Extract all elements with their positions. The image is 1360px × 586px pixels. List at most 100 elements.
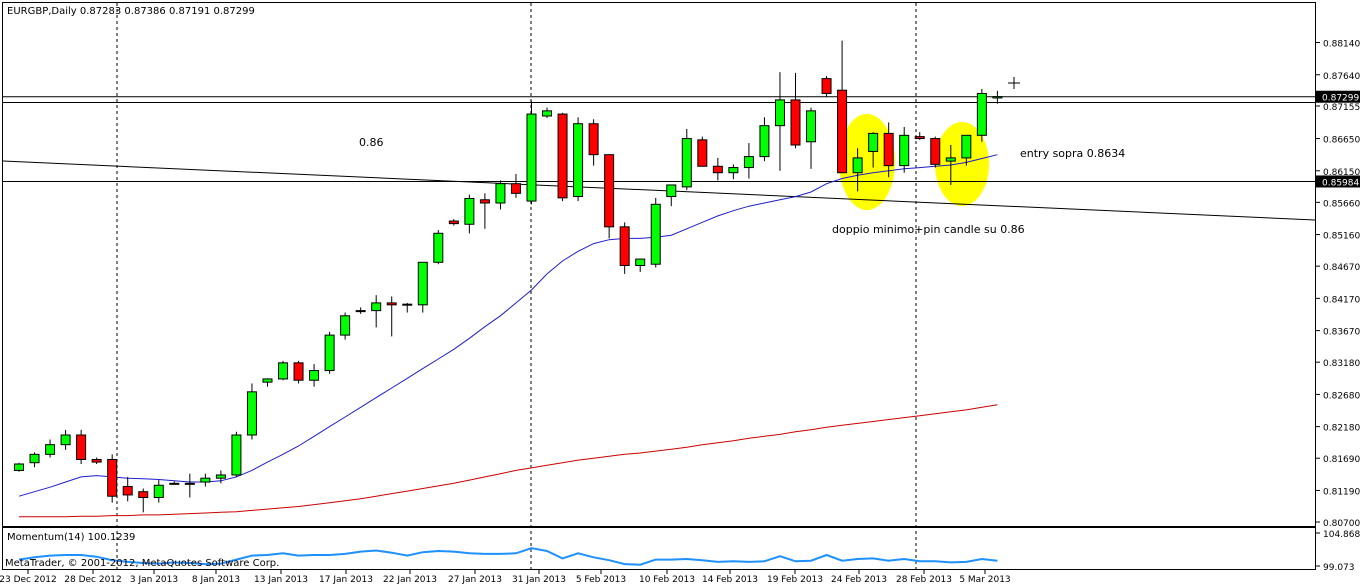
y-tick-label: 0.86150	[1323, 168, 1360, 178]
candle-body	[992, 96, 1003, 99]
y-tick-label: 0.87640	[1323, 72, 1360, 82]
y-tick-label: 0.84170	[1323, 295, 1360, 305]
candle-body	[821, 78, 832, 94]
momentum-tick-label: 104.868	[1323, 530, 1360, 540]
price-axis[interactable]: 0.88140 0.87640 0.87155 0.86650 0.86150 0.856…	[1316, 40, 1360, 529]
y-tick-label: 0.83670	[1323, 328, 1360, 338]
candle-body	[107, 458, 118, 497]
candle-body	[852, 157, 863, 174]
candle-body	[573, 123, 584, 198]
x-tick-label: 28 Feb 2013	[896, 575, 952, 585]
y-tick-label: 0.84670	[1323, 263, 1360, 273]
candle-body	[914, 136, 925, 140]
y-tick-label: 0.81690	[1323, 455, 1360, 465]
momentum-panel-frame	[2, 527, 1316, 570]
candle-body	[184, 482, 195, 485]
x-tick-label: 28 Dec 2012	[64, 575, 122, 585]
trendline[interactable]	[2, 160, 1316, 221]
x-tick-label: 13 Jan 2013	[254, 575, 308, 585]
candle-body	[386, 302, 397, 306]
entry-annotation: entry sopra 0.8634	[1020, 147, 1125, 160]
candle-body	[899, 134, 910, 167]
candle-body	[231, 434, 242, 476]
candle-body	[200, 477, 211, 483]
x-tick-label: 19 Feb 2013	[767, 575, 823, 585]
candle-body	[448, 220, 459, 225]
price-label: 0.85984	[1322, 178, 1359, 188]
price-label-box	[1316, 175, 1360, 188]
date-axis[interactable]: 23 Dec 2012 28 Dec 2012 3 Jan 2013 8 Jan 20…	[0, 570, 1011, 585]
candle-body	[324, 334, 335, 372]
candle-body	[76, 434, 87, 460]
highlight-ellipse-1	[839, 114, 895, 210]
candle-body	[945, 157, 956, 162]
candle-body	[479, 199, 490, 204]
x-tick-label: 3 Jan 2013	[130, 575, 178, 585]
candle-body	[278, 362, 289, 380]
candle-body	[122, 486, 133, 496]
candle-body	[976, 92, 987, 136]
candle-body	[542, 110, 553, 117]
candle-body	[961, 134, 972, 159]
candle-body	[464, 197, 475, 225]
price-labels: 0.87299 0.85984	[1316, 90, 1360, 188]
x-tick-label: 8 Jan 2013	[192, 575, 240, 585]
candle-body	[650, 203, 661, 265]
y-tick-label: 0.85660	[1323, 199, 1360, 209]
candle-body	[588, 123, 599, 156]
x-tick-label: 10 Feb 2013	[639, 575, 695, 585]
x-tick-label: 23 Dec 2012	[0, 575, 57, 585]
candle-body	[666, 184, 677, 198]
x-tick-label: 24 Feb 2013	[831, 575, 887, 585]
candle-body	[355, 310, 366, 313]
horizontal-price-lines[interactable]	[3, 96, 1316, 182]
candle-body	[14, 463, 24, 471]
candle-body	[790, 99, 801, 146]
candle-body	[433, 232, 444, 263]
candle-body	[868, 132, 879, 152]
candle-body	[153, 484, 164, 499]
pattern-annotation: doppio minimo+pin candle su 0.86	[832, 223, 1025, 236]
candle-body	[759, 125, 770, 158]
x-tick-label: 5 Mar 2013	[959, 575, 1010, 585]
candle-body	[930, 138, 941, 165]
y-tick-label: 0.85160	[1323, 232, 1360, 242]
x-tick-label: 17 Jan 2013	[319, 575, 373, 585]
candle-body	[510, 183, 521, 194]
candle-body	[712, 165, 723, 174]
y-tick-label: 0.82680	[1323, 391, 1360, 401]
ma-slow-line	[19, 404, 998, 518]
candle-body	[60, 434, 71, 446]
x-tick-label: 31 Jan 2013	[512, 575, 566, 585]
momentum-axis: 104.868 99.073	[1316, 530, 1360, 573]
candle-body	[557, 113, 568, 199]
highlight-ellipse-2	[935, 122, 989, 206]
candle-body	[697, 139, 708, 167]
candle-body	[526, 113, 537, 202]
x-tick-label: 14 Feb 2013	[702, 575, 758, 585]
crosshair-icon	[1008, 77, 1020, 89]
y-tick-label: 0.82180	[1323, 424, 1360, 434]
copyright-text: MetaTrader, © 2001-2012, MetaQuotes Soft…	[5, 558, 279, 569]
candle-body	[681, 138, 692, 188]
candle-body	[728, 167, 739, 174]
period-separators	[116, 3, 917, 569]
candle-body	[806, 110, 817, 143]
candle-body	[246, 391, 257, 436]
candle-body	[262, 378, 273, 383]
y-tick-label: 0.81190	[1323, 487, 1360, 497]
level-label: 0.86	[359, 136, 384, 149]
x-tick-label: 22 Jan 2013	[383, 575, 437, 585]
y-tick-label: 0.80700	[1323, 519, 1360, 529]
momentum-tick-label: 99.073	[1323, 563, 1355, 573]
y-tick-label: 0.86650	[1323, 136, 1360, 146]
x-tick-label: 27 Jan 2013	[448, 575, 502, 585]
candle-body	[402, 303, 413, 306]
main-chart-frame	[2, 2, 1316, 527]
y-tick-label: 0.83180	[1323, 359, 1360, 369]
chart-header: EURGBP,Daily 0.87283 0.87386 0.87191 0.8…	[7, 6, 255, 17]
price-label: 0.87299	[1322, 94, 1359, 104]
candle-body	[635, 258, 646, 267]
candle-body	[29, 453, 40, 464]
